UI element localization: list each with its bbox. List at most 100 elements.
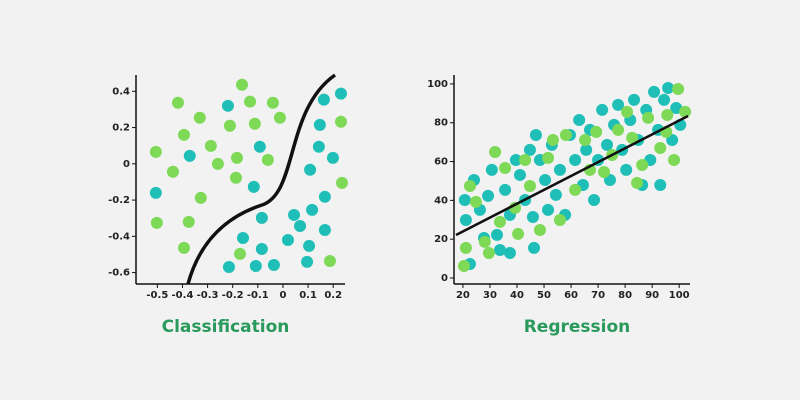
point — [539, 173, 552, 186]
y-tick-label: 0.2 — [112, 123, 130, 134]
point — [658, 93, 671, 106]
point — [281, 233, 294, 246]
point — [335, 176, 348, 189]
point — [636, 159, 649, 172]
point — [177, 128, 190, 141]
point — [654, 141, 667, 154]
y-tick-label: 0 — [441, 273, 448, 284]
x-tick-label: -0.5 — [146, 290, 168, 301]
point — [211, 157, 224, 170]
regression-line — [455, 114, 689, 237]
y-tick-label: 20 — [434, 234, 448, 245]
x-tick-label: 20 — [456, 290, 470, 301]
point — [244, 95, 257, 108]
point — [631, 176, 644, 189]
y-tick-label: -0.4 — [108, 231, 130, 242]
point — [194, 191, 207, 204]
point — [236, 78, 249, 91]
point — [334, 115, 347, 128]
point — [573, 114, 586, 127]
point — [519, 153, 532, 166]
point — [542, 203, 555, 216]
point — [459, 241, 472, 254]
point — [223, 119, 236, 132]
point — [193, 111, 206, 124]
point — [679, 105, 692, 118]
point — [526, 211, 539, 224]
point — [503, 246, 516, 259]
point — [221, 99, 234, 112]
point — [318, 223, 331, 236]
point — [301, 255, 314, 268]
point — [621, 105, 634, 118]
point — [150, 216, 163, 229]
point — [499, 161, 512, 174]
point — [513, 168, 526, 181]
decision-boundary — [186, 73, 337, 285]
point — [303, 239, 316, 252]
point — [253, 140, 266, 153]
point — [459, 213, 472, 226]
point — [485, 163, 498, 176]
point — [668, 153, 681, 166]
point — [642, 111, 655, 124]
point — [620, 163, 633, 176]
point — [229, 171, 242, 184]
point — [490, 228, 503, 241]
point — [255, 243, 268, 256]
y-tick-label: 100 — [427, 79, 448, 90]
point — [149, 186, 162, 199]
point — [313, 118, 326, 131]
point — [317, 93, 330, 106]
x-tick-label: 100 — [669, 290, 690, 301]
x-tick-label: -0.3 — [197, 290, 219, 301]
point — [612, 123, 625, 136]
point — [542, 151, 555, 164]
point — [489, 146, 502, 159]
point — [588, 193, 601, 206]
point — [306, 203, 319, 216]
point — [273, 111, 286, 124]
y-tick-label: -0.6 — [108, 268, 130, 279]
point — [247, 180, 260, 193]
point — [601, 138, 614, 151]
point — [304, 163, 317, 176]
point — [533, 224, 546, 237]
point — [512, 227, 525, 240]
point — [294, 219, 307, 232]
y-tick-label: 0.4 — [112, 86, 130, 97]
point — [288, 208, 301, 221]
point — [596, 103, 609, 116]
point — [509, 153, 522, 166]
point — [267, 258, 280, 271]
y-tick-label: 80 — [434, 118, 448, 129]
point — [579, 134, 592, 147]
y-tick-label: 60 — [434, 157, 448, 168]
point — [654, 179, 667, 192]
point — [183, 149, 196, 162]
point — [230, 151, 243, 164]
x-tick-label: 70 — [591, 290, 605, 301]
x-tick-label: 50 — [537, 290, 551, 301]
point — [249, 260, 262, 273]
point — [323, 254, 336, 267]
point — [580, 143, 593, 156]
point — [222, 260, 235, 273]
point — [469, 195, 482, 208]
point — [458, 259, 471, 272]
point — [458, 193, 471, 206]
point — [493, 215, 506, 228]
point — [166, 165, 179, 178]
point — [266, 96, 279, 109]
x-tick-label: 80 — [618, 290, 632, 301]
point — [569, 183, 582, 196]
point — [326, 151, 339, 164]
x-tick-label: 40 — [510, 290, 524, 301]
point — [312, 140, 325, 153]
point — [523, 143, 536, 156]
point — [493, 244, 506, 257]
point — [672, 82, 685, 95]
point — [237, 231, 250, 244]
x-tick-label: 60 — [564, 290, 578, 301]
x-tick-label: 30 — [483, 290, 497, 301]
